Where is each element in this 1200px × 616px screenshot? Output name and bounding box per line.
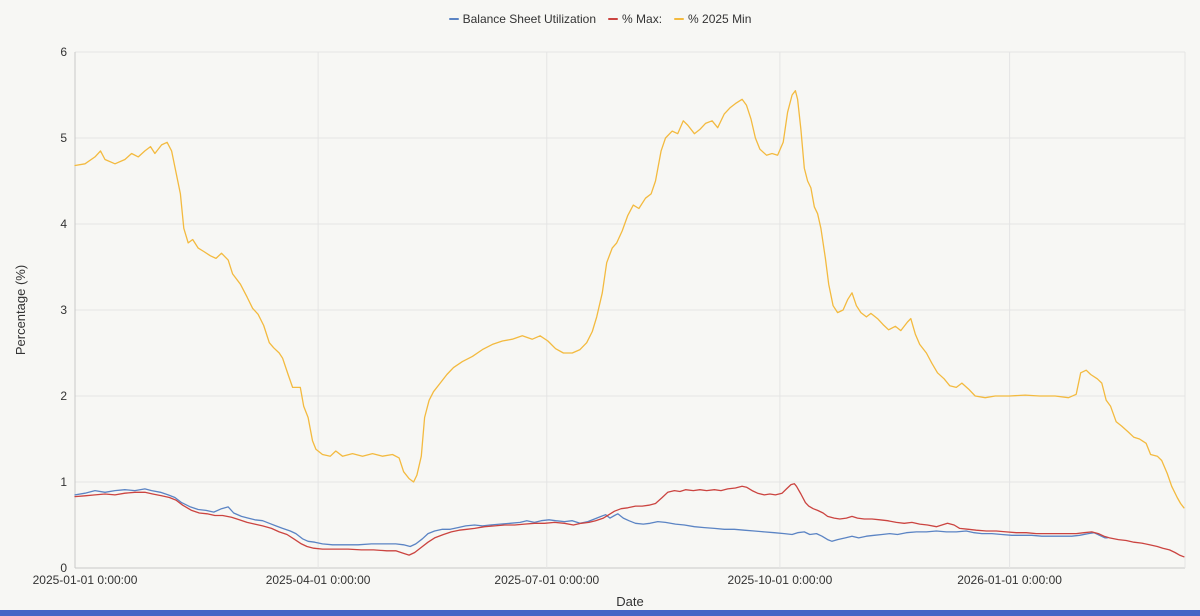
y-tick-label: 6 bbox=[60, 45, 67, 59]
legend-marker-icon bbox=[448, 18, 459, 20]
legend-label: Balance Sheet Utilization bbox=[462, 12, 597, 26]
y-tick-label: 4 bbox=[60, 217, 67, 231]
y-axis-title: Percentage (%) bbox=[13, 265, 28, 355]
x-tick-label: 2025-10-01 0:00:00 bbox=[728, 573, 833, 587]
series-line-2 bbox=[74, 90, 1185, 509]
x-tick-label: 2026-01-01 0:00:00 bbox=[957, 573, 1062, 587]
legend-item-0[interactable]: Balance Sheet Utilization bbox=[448, 12, 597, 26]
x-tick-label: 2025-07-01 0:00:00 bbox=[494, 573, 599, 587]
y-tick-label: 1 bbox=[60, 475, 67, 489]
legend-marker-icon bbox=[674, 18, 685, 20]
legend-item-1[interactable]: % Max: bbox=[608, 12, 662, 26]
chart-plot-area: 0 1 2 3 4 5 6 2025-01-01 0:00:00 2025-04-01 0:00… bbox=[33, 45, 1186, 587]
legend-label: % Max: bbox=[622, 12, 663, 26]
y-tick-label: 5 bbox=[60, 131, 67, 145]
legend-marker-icon bbox=[608, 18, 619, 20]
series-line-0 bbox=[74, 488, 1108, 548]
chart-legend: Balance Sheet Utilization % Max: % 2025 Mi… bbox=[0, 12, 1200, 26]
x-tick-label: 2025-04-01 0:00:00 bbox=[266, 573, 371, 587]
y-tick-label: 3 bbox=[60, 303, 67, 317]
bottom-bar bbox=[0, 610, 1200, 616]
legend-item-2[interactable]: % 2025 Min bbox=[674, 12, 751, 26]
x-axis-title: Date bbox=[616, 594, 643, 609]
y-tick-label: 0 bbox=[60, 561, 67, 575]
x-tick-label: 2025-01-01 0:00:00 bbox=[33, 573, 138, 587]
legend-label: % 2025 Min bbox=[688, 12, 752, 26]
series-line-1 bbox=[74, 483, 1185, 558]
y-tick-label: 2 bbox=[60, 389, 67, 403]
